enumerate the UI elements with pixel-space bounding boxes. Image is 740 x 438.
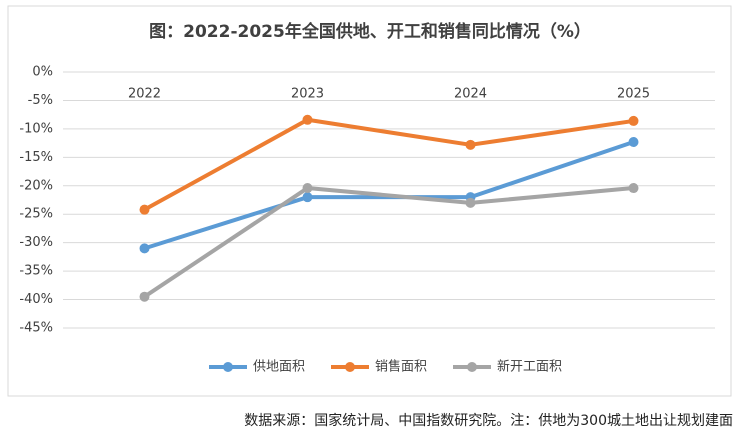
data-point: [139, 243, 150, 254]
chart-border: [7, 5, 732, 397]
x-tick-label: 2025: [617, 87, 650, 102]
data-point: [628, 115, 639, 126]
legend-label: 新开工面积: [497, 359, 562, 375]
y-tick-label: -45%: [19, 321, 53, 336]
y-tick-label: -30%: [19, 235, 53, 250]
data-point: [465, 197, 476, 208]
data-point: [302, 183, 313, 194]
data-point: [628, 136, 639, 147]
y-tick-label: -15%: [19, 150, 53, 165]
legend-label: 销售面积: [375, 359, 427, 375]
legend-marker: [467, 362, 477, 372]
y-tick-label: 0%: [32, 65, 53, 80]
y-tick-label: -5%: [28, 93, 53, 108]
y-tick-label: -35%: [19, 264, 53, 279]
data-point: [302, 114, 313, 125]
y-tick-label: -25%: [19, 207, 53, 222]
legend-marker: [345, 362, 355, 372]
y-tick-label: -20%: [19, 178, 53, 193]
x-tick-label: 2023: [291, 87, 324, 102]
data-point: [628, 183, 639, 194]
x-tick-label: 2022: [128, 87, 161, 102]
source-note: 数据来源：国家统计局、中国指数研究院。注：供地为300城土地出让规划建面: [244, 412, 733, 429]
chart-title: 图：2022-2025年全国供地、开工和销售同比情况（%）: [149, 21, 591, 42]
x-tick-label: 2024: [454, 87, 487, 102]
data-point: [465, 139, 476, 150]
series-line: [143, 186, 634, 299]
y-tick-label: -40%: [19, 292, 53, 307]
data-point: [139, 291, 150, 302]
legend-label: 供地面积: [253, 360, 305, 375]
data-point: [139, 204, 150, 215]
series-line: [143, 117, 634, 212]
y-tick-label: -10%: [19, 121, 53, 136]
data-point: [302, 192, 313, 203]
legend-marker: [223, 362, 233, 372]
